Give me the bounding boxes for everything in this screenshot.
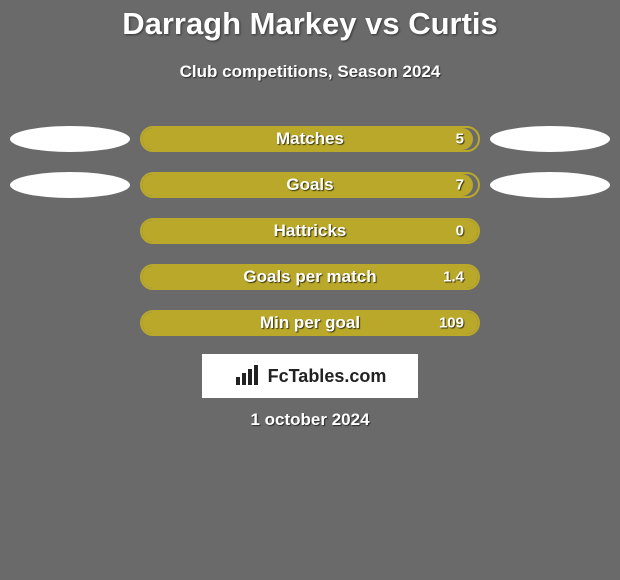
stat-label: Matches: [142, 129, 478, 149]
bars-logo-icon: [234, 365, 262, 387]
stat-label: Hattricks: [142, 221, 478, 241]
bottom-date: 1 october 2024: [0, 410, 620, 430]
stat-value-right: 109: [439, 315, 464, 332]
player-right-ellipse: [490, 126, 610, 152]
stat-value-right: 5: [456, 131, 464, 148]
subtitle: Club competitions, Season 2024: [0, 62, 620, 82]
stat-label: Goals: [142, 175, 478, 195]
player-left-ellipse: [10, 172, 130, 198]
stat-value-right: 7: [456, 177, 464, 194]
stat-row: Matches5: [140, 126, 480, 152]
site-badge-text: FcTables.com: [268, 366, 387, 387]
stat-value-right: 1.4: [443, 269, 464, 286]
stat-row: Goals per match1.4: [140, 264, 480, 290]
stat-label: Min per goal: [142, 313, 478, 333]
page-title: Darragh Markey vs Curtis: [0, 6, 620, 42]
stat-row: Hattricks0: [140, 218, 480, 244]
stat-value-right: 0: [456, 223, 464, 240]
stat-row: Min per goal109: [140, 310, 480, 336]
comparison-canvas: Darragh Markey vs Curtis Club competitio…: [0, 0, 620, 580]
site-badge: FcTables.com: [202, 354, 418, 398]
player-left-ellipse: [10, 126, 130, 152]
stat-label: Goals per match: [142, 267, 478, 287]
stat-row: Goals7: [140, 172, 480, 198]
player-right-ellipse: [490, 172, 610, 198]
